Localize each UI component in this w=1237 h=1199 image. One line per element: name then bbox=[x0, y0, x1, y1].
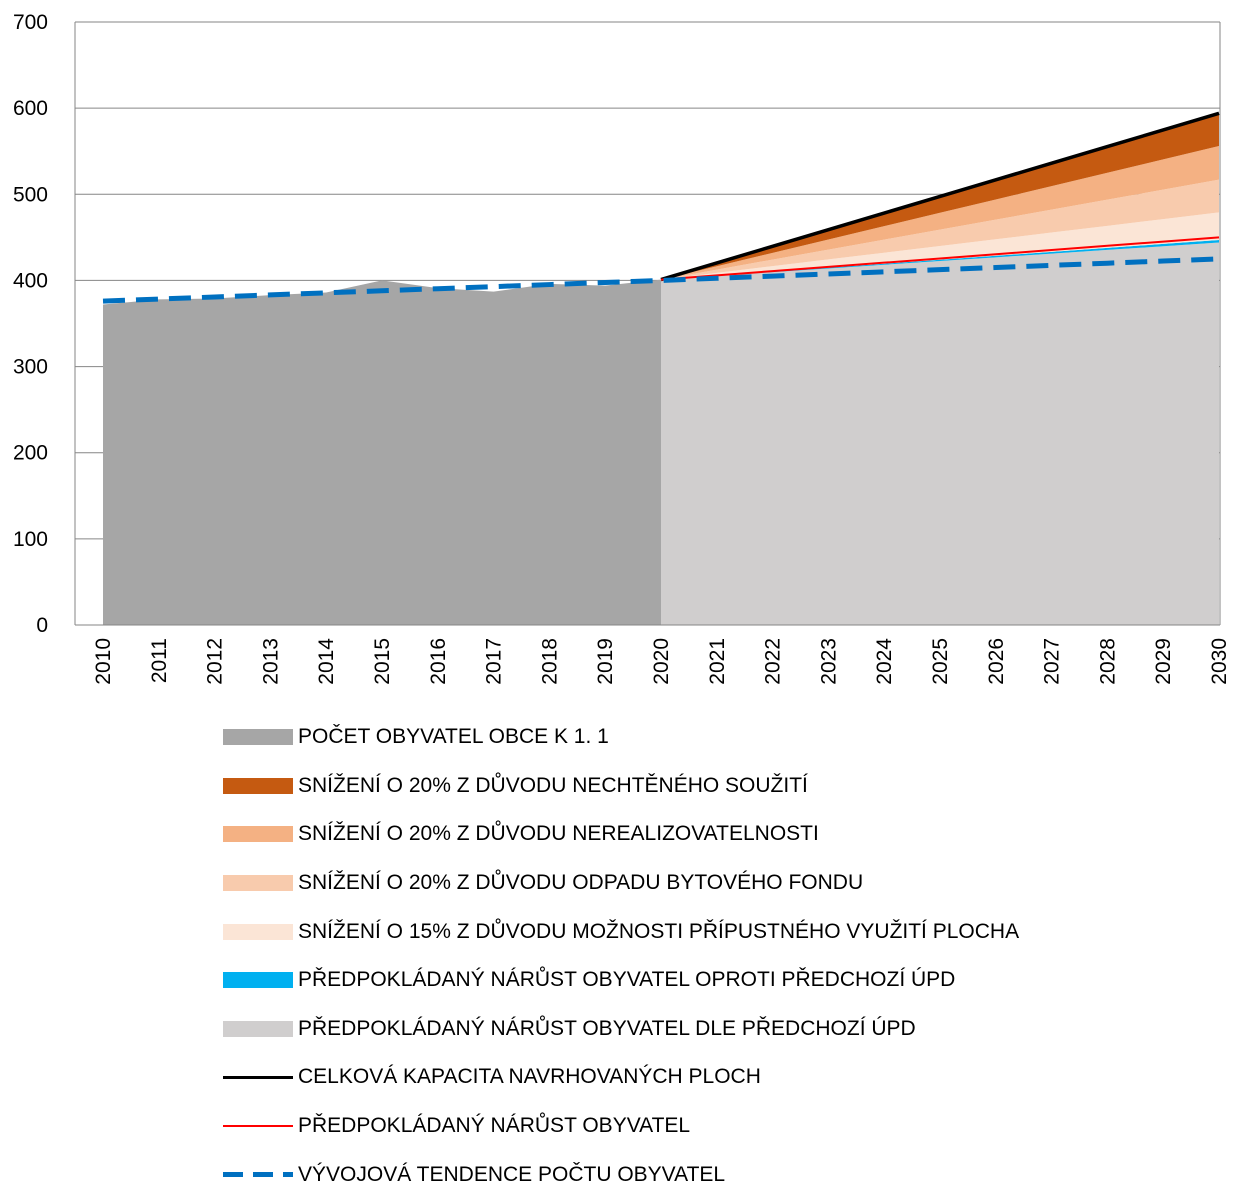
legend-item: SNÍŽENÍ O 20% Z DŮVODU NEREALIZOVATELNOS… bbox=[223, 810, 1223, 859]
legend-swatch bbox=[223, 1118, 293, 1134]
x-tick-label: 2015 bbox=[371, 638, 394, 685]
legend-swatch bbox=[223, 1069, 293, 1085]
legend-line-sample bbox=[223, 1075, 293, 1079]
x-tick-label: 2021 bbox=[706, 638, 729, 685]
legend-swatch bbox=[223, 1167, 293, 1183]
legend-swatch bbox=[223, 777, 293, 794]
legend-item: SNÍŽENÍ O 20% Z DŮVODU NECHTĚNÉHO SOUŽIT… bbox=[223, 762, 1223, 811]
y-tick-label: 300 bbox=[13, 356, 48, 379]
x-tick-label: 2013 bbox=[259, 638, 282, 685]
y-tick-label: 100 bbox=[13, 528, 48, 551]
x-tick-label: 2010 bbox=[92, 638, 115, 685]
x-tick-label: 2023 bbox=[817, 638, 840, 685]
x-tick-label: 2018 bbox=[538, 638, 561, 685]
x-tick-label: 2025 bbox=[929, 638, 952, 685]
x-tick-label: 2012 bbox=[204, 638, 227, 685]
x-tick-label: 2027 bbox=[1041, 638, 1064, 685]
y-tick-label: 500 bbox=[13, 183, 48, 206]
x-tick-label: 2026 bbox=[985, 638, 1008, 685]
legend-swatch bbox=[223, 1020, 293, 1037]
legend-item: SNÍŽENÍ O 15% Z DŮVODU MOŽNOSTI PŘÍPUSTN… bbox=[223, 907, 1223, 956]
y-tick-label: 400 bbox=[13, 269, 48, 292]
series-line bbox=[660, 111, 1220, 282]
legend-item: POČET OBYVATEL OBCE K 1. 1 bbox=[223, 713, 1223, 762]
legend-label: PŘEDPOKLÁDANÝ NÁRŮST OBYVATEL OPROTI PŘE… bbox=[298, 968, 956, 992]
legend-swatch bbox=[223, 923, 293, 940]
legend-label: PŘEDPOKLÁDANÝ NÁRŮST OBYVATEL DLE PŘEDCH… bbox=[298, 1016, 916, 1040]
legend-line-sample bbox=[223, 1172, 293, 1178]
population-chart: 0 100 200 300 400 500 600 700 2010 2011 2012 2013 20… bbox=[13, 11, 1231, 685]
legend-item: VÝVOJOVÁ TENDENCE POČTU OBYVATEL bbox=[223, 1150, 1223, 1199]
x-tick-label: 2014 bbox=[315, 638, 338, 685]
x-tick-label: 2024 bbox=[873, 638, 896, 685]
chart-area: 0 100 200 300 400 500 600 700 2010 2011 2012 2013 20… bbox=[13, 11, 1231, 685]
legend-swatch bbox=[223, 875, 293, 892]
x-tick-label: 2028 bbox=[1096, 638, 1119, 685]
y-tick-label: 700 bbox=[13, 11, 48, 34]
legend-label: POČET OBYVATEL OBCE K 1. 1 bbox=[298, 725, 609, 749]
series-area bbox=[103, 279, 661, 625]
x-tick-label: 2030 bbox=[1208, 638, 1231, 685]
legend-line-sample bbox=[223, 1125, 293, 1128]
legend-item: SNÍŽENÍ O 20% Z DŮVODU ODPADU BYTOVÉHO F… bbox=[223, 859, 1223, 908]
legend-label: VÝVOJOVÁ TENDENCE POČTU OBYVATEL bbox=[298, 1162, 726, 1186]
y-tick-label: 600 bbox=[13, 97, 48, 120]
legend-item: PŘEDPOKLÁDANÝ NÁRŮST OBYVATEL bbox=[223, 1102, 1223, 1151]
series-line bbox=[660, 236, 1220, 281]
y-tick-label: 0 bbox=[36, 614, 48, 637]
legend-label: PŘEDPOKLÁDANÝ NÁRŮST OBYVATEL bbox=[298, 1114, 691, 1138]
y-tick-label: 200 bbox=[13, 442, 48, 465]
legend-swatch bbox=[223, 729, 293, 746]
x-tick-label: 2020 bbox=[650, 638, 673, 685]
legend-swatch bbox=[223, 826, 293, 843]
legend-label: SNÍŽENÍ O 20% Z DŮVODU NEREALIZOVATELNOS… bbox=[298, 822, 819, 846]
legend: POČET OBYVATEL OBCE K 1. 1 SNÍŽENÍ O 20%… bbox=[223, 713, 1223, 1199]
legend-swatch bbox=[223, 972, 293, 989]
x-tick-label: 2016 bbox=[427, 638, 450, 685]
x-tick-label: 2019 bbox=[594, 638, 617, 685]
legend-label: SNÍŽENÍ O 20% Z DŮVODU ODPADU BYTOVÉHO F… bbox=[298, 871, 864, 895]
x-tick-label: 2029 bbox=[1152, 638, 1175, 685]
legend-item: PŘEDPOKLÁDANÝ NÁRŮST OBYVATEL OPROTI PŘE… bbox=[223, 956, 1223, 1005]
series-line bbox=[102, 256, 1220, 304]
x-tick-label: 2017 bbox=[483, 638, 506, 685]
legend-item: CELKOVÁ KAPACITA NAVRHOVANÝCH PLOCH bbox=[223, 1053, 1223, 1102]
x-tick-label: 2011 bbox=[148, 638, 171, 683]
legend-item: PŘEDPOKLÁDANÝ NÁRŮST OBYVATEL DLE PŘEDCH… bbox=[223, 1005, 1223, 1054]
legend-label: CELKOVÁ KAPACITA NAVRHOVANÝCH PLOCH bbox=[298, 1065, 761, 1089]
x-tick-label: 2022 bbox=[762, 638, 785, 685]
legend-label: SNÍŽENÍ O 20% Z DŮVODU NECHTĚNÉHO SOUŽIT… bbox=[298, 773, 808, 797]
legend-label: SNÍŽENÍ O 15% Z DŮVODU MOŽNOSTI PŘÍPUSTN… bbox=[298, 919, 1020, 943]
series-area bbox=[661, 242, 1219, 626]
